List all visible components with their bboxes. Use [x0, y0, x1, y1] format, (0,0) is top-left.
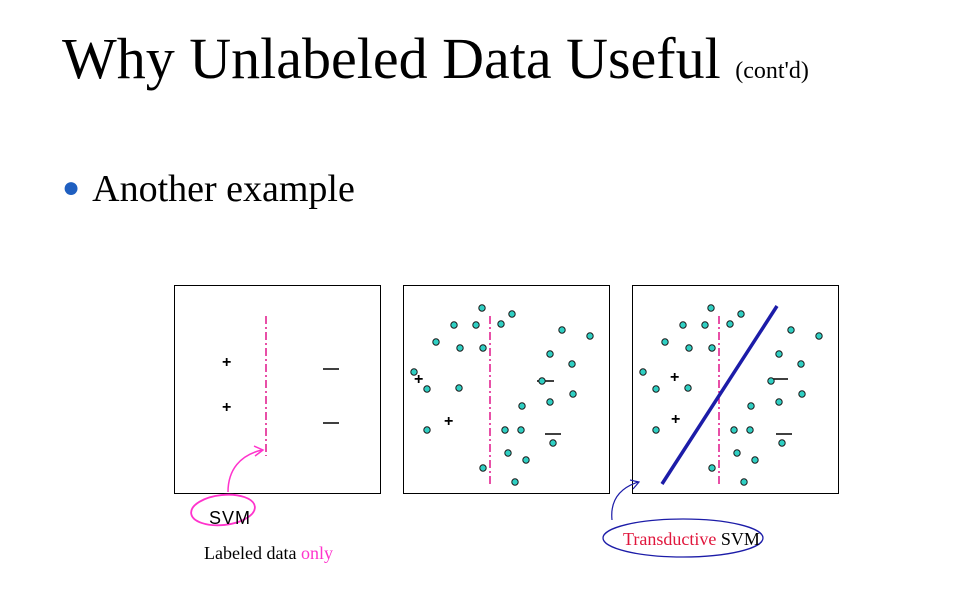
transductive-arrow — [611, 481, 639, 521]
positive-label-mark: + — [222, 354, 231, 371]
unlabeled-point — [767, 377, 775, 385]
panel-with-unlabeled-plot: + + — [410, 304, 594, 486]
unlabeled-point — [410, 368, 418, 376]
positive-label-mark: + — [444, 413, 453, 430]
svm-circle — [190, 493, 256, 527]
unlabeled-point — [479, 464, 487, 472]
unlabeled-point — [775, 350, 783, 358]
unlabeled-point — [708, 344, 716, 352]
labeled-data-caption: Labeled data only — [204, 543, 333, 564]
unlabeled-point — [504, 449, 512, 457]
unlabeled-point — [708, 464, 716, 472]
unlabeled-point — [538, 377, 546, 385]
svm-caption: SVM — [209, 508, 252, 528]
panel-labeled-only-plot: + + — [222, 316, 339, 456]
transductive-word: Transductive — [623, 529, 717, 549]
unlabeled-point — [730, 426, 738, 434]
unlabeled-point — [569, 390, 577, 398]
unlabeled-point — [726, 320, 734, 328]
unlabeled-point — [517, 426, 525, 434]
unlabeled-point — [511, 478, 519, 486]
positive-label-mark: + — [670, 369, 679, 386]
labeled-data-only: only — [300, 543, 333, 563]
positive-label-mark: + — [414, 371, 423, 388]
unlabeled-point — [746, 426, 754, 434]
svm-arrow — [227, 449, 263, 493]
unlabeled-point — [707, 304, 715, 312]
unlabeled-point — [558, 326, 566, 334]
transductive-caption: Transductive SVM — [623, 529, 760, 550]
unlabeled-point — [568, 360, 576, 368]
slide-title-suffix: (cont'd) — [735, 58, 809, 84]
unlabeled-point — [423, 385, 431, 393]
unlabeled-point — [679, 321, 687, 329]
unlabeled-point — [661, 338, 669, 346]
panel-with-unlabeled: + + — [403, 285, 610, 494]
unlabeled-point — [740, 478, 748, 486]
transductive-svm-word: SVM — [716, 529, 760, 549]
unlabeled-point — [733, 449, 741, 457]
unlabeled-point — [432, 338, 440, 346]
unlabeled-point — [747, 402, 755, 410]
positive-label-mark: + — [671, 411, 680, 428]
labeled-data-prefix: Labeled data — [204, 543, 301, 563]
unlabeled-point — [549, 439, 557, 447]
transductive-arrow-head — [629, 479, 641, 490]
unlabeled-point — [522, 456, 530, 464]
transductive-boundary-line — [660, 305, 779, 485]
bullet-text: Another example — [92, 168, 355, 210]
unlabeled-point — [508, 310, 516, 318]
unlabeled-point — [652, 385, 660, 393]
unlabeled-point — [479, 344, 487, 352]
bullet-item: ● Another example — [62, 165, 355, 212]
unlabeled-point — [423, 426, 431, 434]
unlabeled-point — [652, 426, 660, 434]
unlabeled-point — [639, 368, 647, 376]
unlabeled-point — [518, 402, 526, 410]
unlabeled-point — [751, 456, 759, 464]
unlabeled-point — [455, 384, 463, 392]
panel-labeled-only: + + — [174, 285, 381, 494]
unlabeled-point — [787, 326, 795, 334]
bullet-dot-icon: ● — [62, 171, 81, 204]
unlabeled-point — [546, 398, 554, 406]
unlabeled-point — [701, 321, 709, 329]
unlabeled-point — [737, 310, 745, 318]
positive-label-mark: + — [222, 399, 231, 416]
transductive-circle — [602, 518, 764, 558]
unlabeled-point — [472, 321, 480, 329]
unlabeled-point — [685, 344, 693, 352]
unlabeled-point — [586, 332, 594, 340]
unlabeled-point — [546, 350, 554, 358]
unlabeled-point — [478, 304, 486, 312]
panel-transductive: + + — [632, 285, 839, 494]
unlabeled-point — [798, 390, 806, 398]
unlabeled-point — [497, 320, 505, 328]
unlabeled-point — [775, 398, 783, 406]
unlabeled-point — [684, 384, 692, 392]
unlabeled-point — [778, 439, 786, 447]
unlabeled-point — [815, 332, 823, 340]
svm-arrow-head — [253, 445, 265, 457]
unlabeled-point — [456, 344, 464, 352]
slide-title-main: Why Unlabeled Data Useful — [62, 26, 721, 91]
panel-transductive-plot: + + — [639, 304, 823, 486]
slide-title: Why Unlabeled Data Useful (cont'd) — [62, 24, 809, 106]
unlabeled-point — [450, 321, 458, 329]
unlabeled-point — [501, 426, 509, 434]
unlabeled-point — [797, 360, 805, 368]
